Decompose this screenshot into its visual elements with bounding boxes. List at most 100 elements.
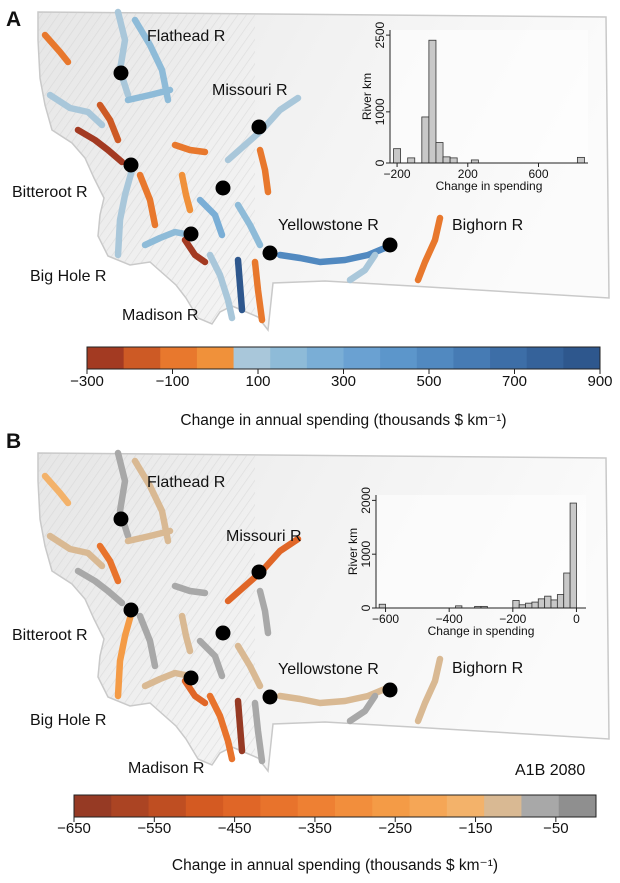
histogram-bar	[421, 116, 430, 164]
x-tick-label: 600	[528, 167, 548, 181]
river-segment	[181, 236, 209, 266]
colorbar-tick-label: −350	[298, 820, 332, 837]
colorbar-cell	[123, 347, 161, 369]
city-marker	[113, 511, 129, 527]
river-segment	[46, 532, 106, 570]
river-segment	[256, 146, 272, 196]
city-marker	[382, 682, 398, 698]
label-yellowstone: Yellowstone R	[278, 661, 379, 678]
histogram-bar	[407, 157, 416, 164]
river-segment	[124, 527, 174, 545]
river-labels: Flathead R Missouri R Bitteroot R Yellow…	[12, 474, 523, 777]
colorbar-cell	[306, 347, 344, 369]
cities	[113, 65, 398, 261]
river-segment	[141, 669, 194, 690]
y-tick-label: 1000	[359, 541, 373, 568]
river-segment	[234, 697, 246, 755]
y-tick-label: 2500	[373, 21, 387, 48]
city-marker	[183, 226, 199, 242]
histogram-bar	[525, 602, 533, 609]
histogram-bar	[435, 142, 444, 164]
colorbar-tick-label: −150	[459, 820, 493, 837]
river-segment	[196, 196, 226, 239]
label-flathead: Flathead R	[147, 28, 225, 45]
label-bitteroot: Bitteroot R	[12, 184, 88, 201]
river-segment	[251, 699, 266, 765]
cities	[113, 511, 398, 705]
panel-letter: B	[6, 430, 21, 453]
histogram-bar	[378, 603, 386, 609]
river-segment	[141, 228, 194, 249]
inset-background	[390, 30, 588, 163]
colorbar-title: Change in annual spending (thousands $ k…	[172, 857, 498, 874]
colorbar-cell	[490, 347, 528, 369]
river-segment	[114, 8, 132, 99]
river-segment	[136, 612, 159, 670]
river-segment	[171, 141, 209, 156]
colorbar-cell	[270, 347, 308, 369]
x-axis-label: Change in spending	[428, 624, 535, 638]
y-axis-label: River km	[346, 528, 360, 575]
river-segment	[114, 607, 136, 700]
river-segment	[276, 241, 396, 266]
river-segment	[96, 101, 122, 144]
river-segment	[414, 214, 444, 284]
colorbar-cell	[372, 795, 411, 817]
scenario-label: A1B 2080	[515, 762, 585, 779]
terrain-hillshade	[38, 453, 255, 765]
inset-histogram: −600 −400 −200 0 0 1000 2000 Change in spending…	[346, 487, 586, 638]
histogram-bar	[563, 572, 571, 609]
x-tick-label: −200	[384, 167, 411, 181]
river-segment	[131, 16, 172, 104]
river-segment	[46, 91, 106, 129]
city-marker	[251, 564, 267, 580]
rivers	[41, 8, 444, 324]
y-tick-label: 0	[373, 159, 387, 166]
colorbar-cell	[160, 347, 198, 369]
label-big-hole: Big Hole R	[30, 268, 106, 285]
colorbar-cell	[74, 795, 112, 817]
inset-background	[376, 495, 586, 608]
city-marker	[113, 65, 129, 81]
rivers	[41, 449, 444, 765]
label-bighorn: Bighorn R	[452, 217, 523, 234]
river-segment	[251, 258, 266, 324]
x-axis-label: Change in spending	[436, 179, 543, 193]
colorbar-tick-label: −250	[378, 820, 412, 837]
x-tick-label: −200	[499, 612, 526, 626]
x-tick-label: −600	[372, 612, 399, 626]
colorbar-tick-label: −300	[70, 373, 104, 390]
colorbar-frame	[73, 794, 597, 818]
y-tick-label: 1000	[373, 98, 387, 125]
colorbar-cell	[484, 795, 522, 817]
x-tick-label: 200	[458, 167, 478, 181]
river-segment	[206, 251, 236, 322]
city-marker	[382, 237, 398, 253]
river-segment	[256, 587, 272, 637]
y-axis-label: River km	[360, 73, 374, 120]
river-segment	[276, 682, 396, 707]
y-tick-label: 0	[359, 604, 373, 611]
colorbar-cell	[526, 347, 564, 369]
colorbar-cell	[335, 795, 373, 817]
label-madison: Madison R	[122, 307, 198, 324]
colorbar-tick-label: 300	[331, 373, 356, 390]
city-marker	[262, 245, 278, 261]
colorbar-tick-label: 900	[587, 373, 612, 390]
x-tick-label: 0	[573, 612, 580, 626]
river-segment	[131, 457, 172, 545]
colorbar-cell	[223, 795, 261, 817]
river-segment	[96, 542, 122, 585]
histogram-bar	[569, 502, 577, 609]
river-segment	[136, 171, 159, 229]
colorbar-cell	[87, 347, 125, 369]
label-bitteroot: Bitteroot R	[12, 627, 88, 644]
city-marker	[123, 602, 139, 618]
colorbar-tick-label: 100	[245, 373, 270, 390]
river-segment	[234, 642, 264, 690]
river-segment	[346, 692, 379, 725]
river-segment	[346, 251, 379, 284]
river-segment	[171, 582, 209, 597]
river-segment	[414, 655, 444, 725]
